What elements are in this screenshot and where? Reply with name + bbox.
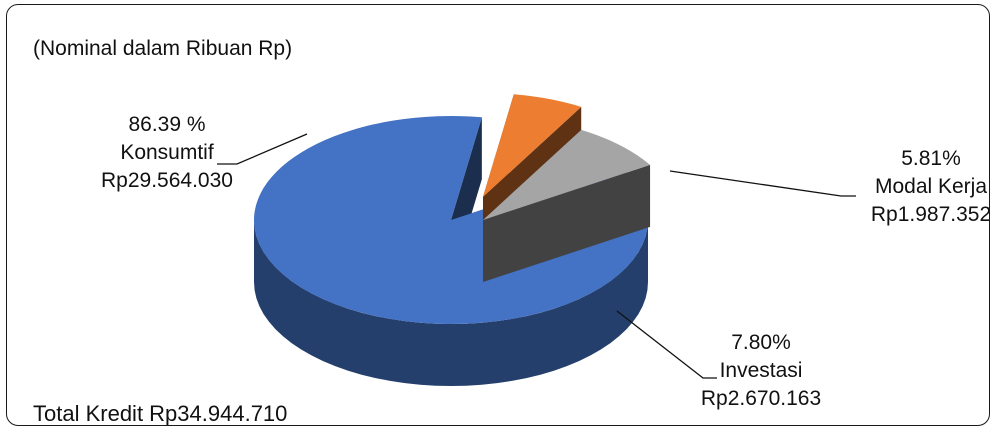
value-label-investasi: Rp2.670.163	[700, 387, 822, 410]
pie-slice-side-konsumtif	[254, 220, 648, 386]
pie-slice-top-investasi	[483, 129, 651, 220]
leader-line-modal-kerja	[669, 170, 856, 197]
chart-footer: Total Kredit Rp34.944.710	[33, 401, 288, 426]
chart-note: (Nominal dalam Ribuan Rp)	[33, 37, 293, 60]
slice-label-modal-kerja: 5.81% Modal Kerja Rp1.987.352	[841, 145, 990, 229]
percent-label-konsumtif: 86.39 %	[128, 113, 206, 136]
percent-label-modal-kerja: 5.81%	[901, 147, 961, 170]
name-label-investasi: Investasi	[719, 359, 803, 382]
pie-chart	[217, 94, 856, 386]
pie-slice-investasi	[483, 129, 651, 282]
chart-frame: (Nominal dalam Ribuan Rp) 86.39 % Konsum…	[6, 4, 990, 426]
value-label-modal-kerja: Rp1.987.352	[870, 203, 990, 226]
percent-label-investasi: 7.80%	[731, 331, 791, 354]
slice-label-konsumtif: 86.39 % Konsumtif Rp29.564.030	[67, 111, 267, 195]
slice-label-investasi: 7.80% Investasi Rp2.670.163	[681, 329, 841, 413]
pie-slice-top-konsumtif	[254, 115, 648, 324]
name-label-modal-kerja: Modal Kerja	[874, 175, 988, 198]
leader-line-konsumtif	[217, 133, 308, 165]
pie-slice-top-modal-kerja	[483, 94, 582, 197]
value-label-konsumtif: Rp29.564.030	[101, 169, 233, 192]
leader-line-investasi	[616, 310, 717, 379]
pie-slice-wall-investasi-1	[483, 164, 651, 282]
name-label-konsumtif: Konsumtif	[120, 141, 214, 164]
